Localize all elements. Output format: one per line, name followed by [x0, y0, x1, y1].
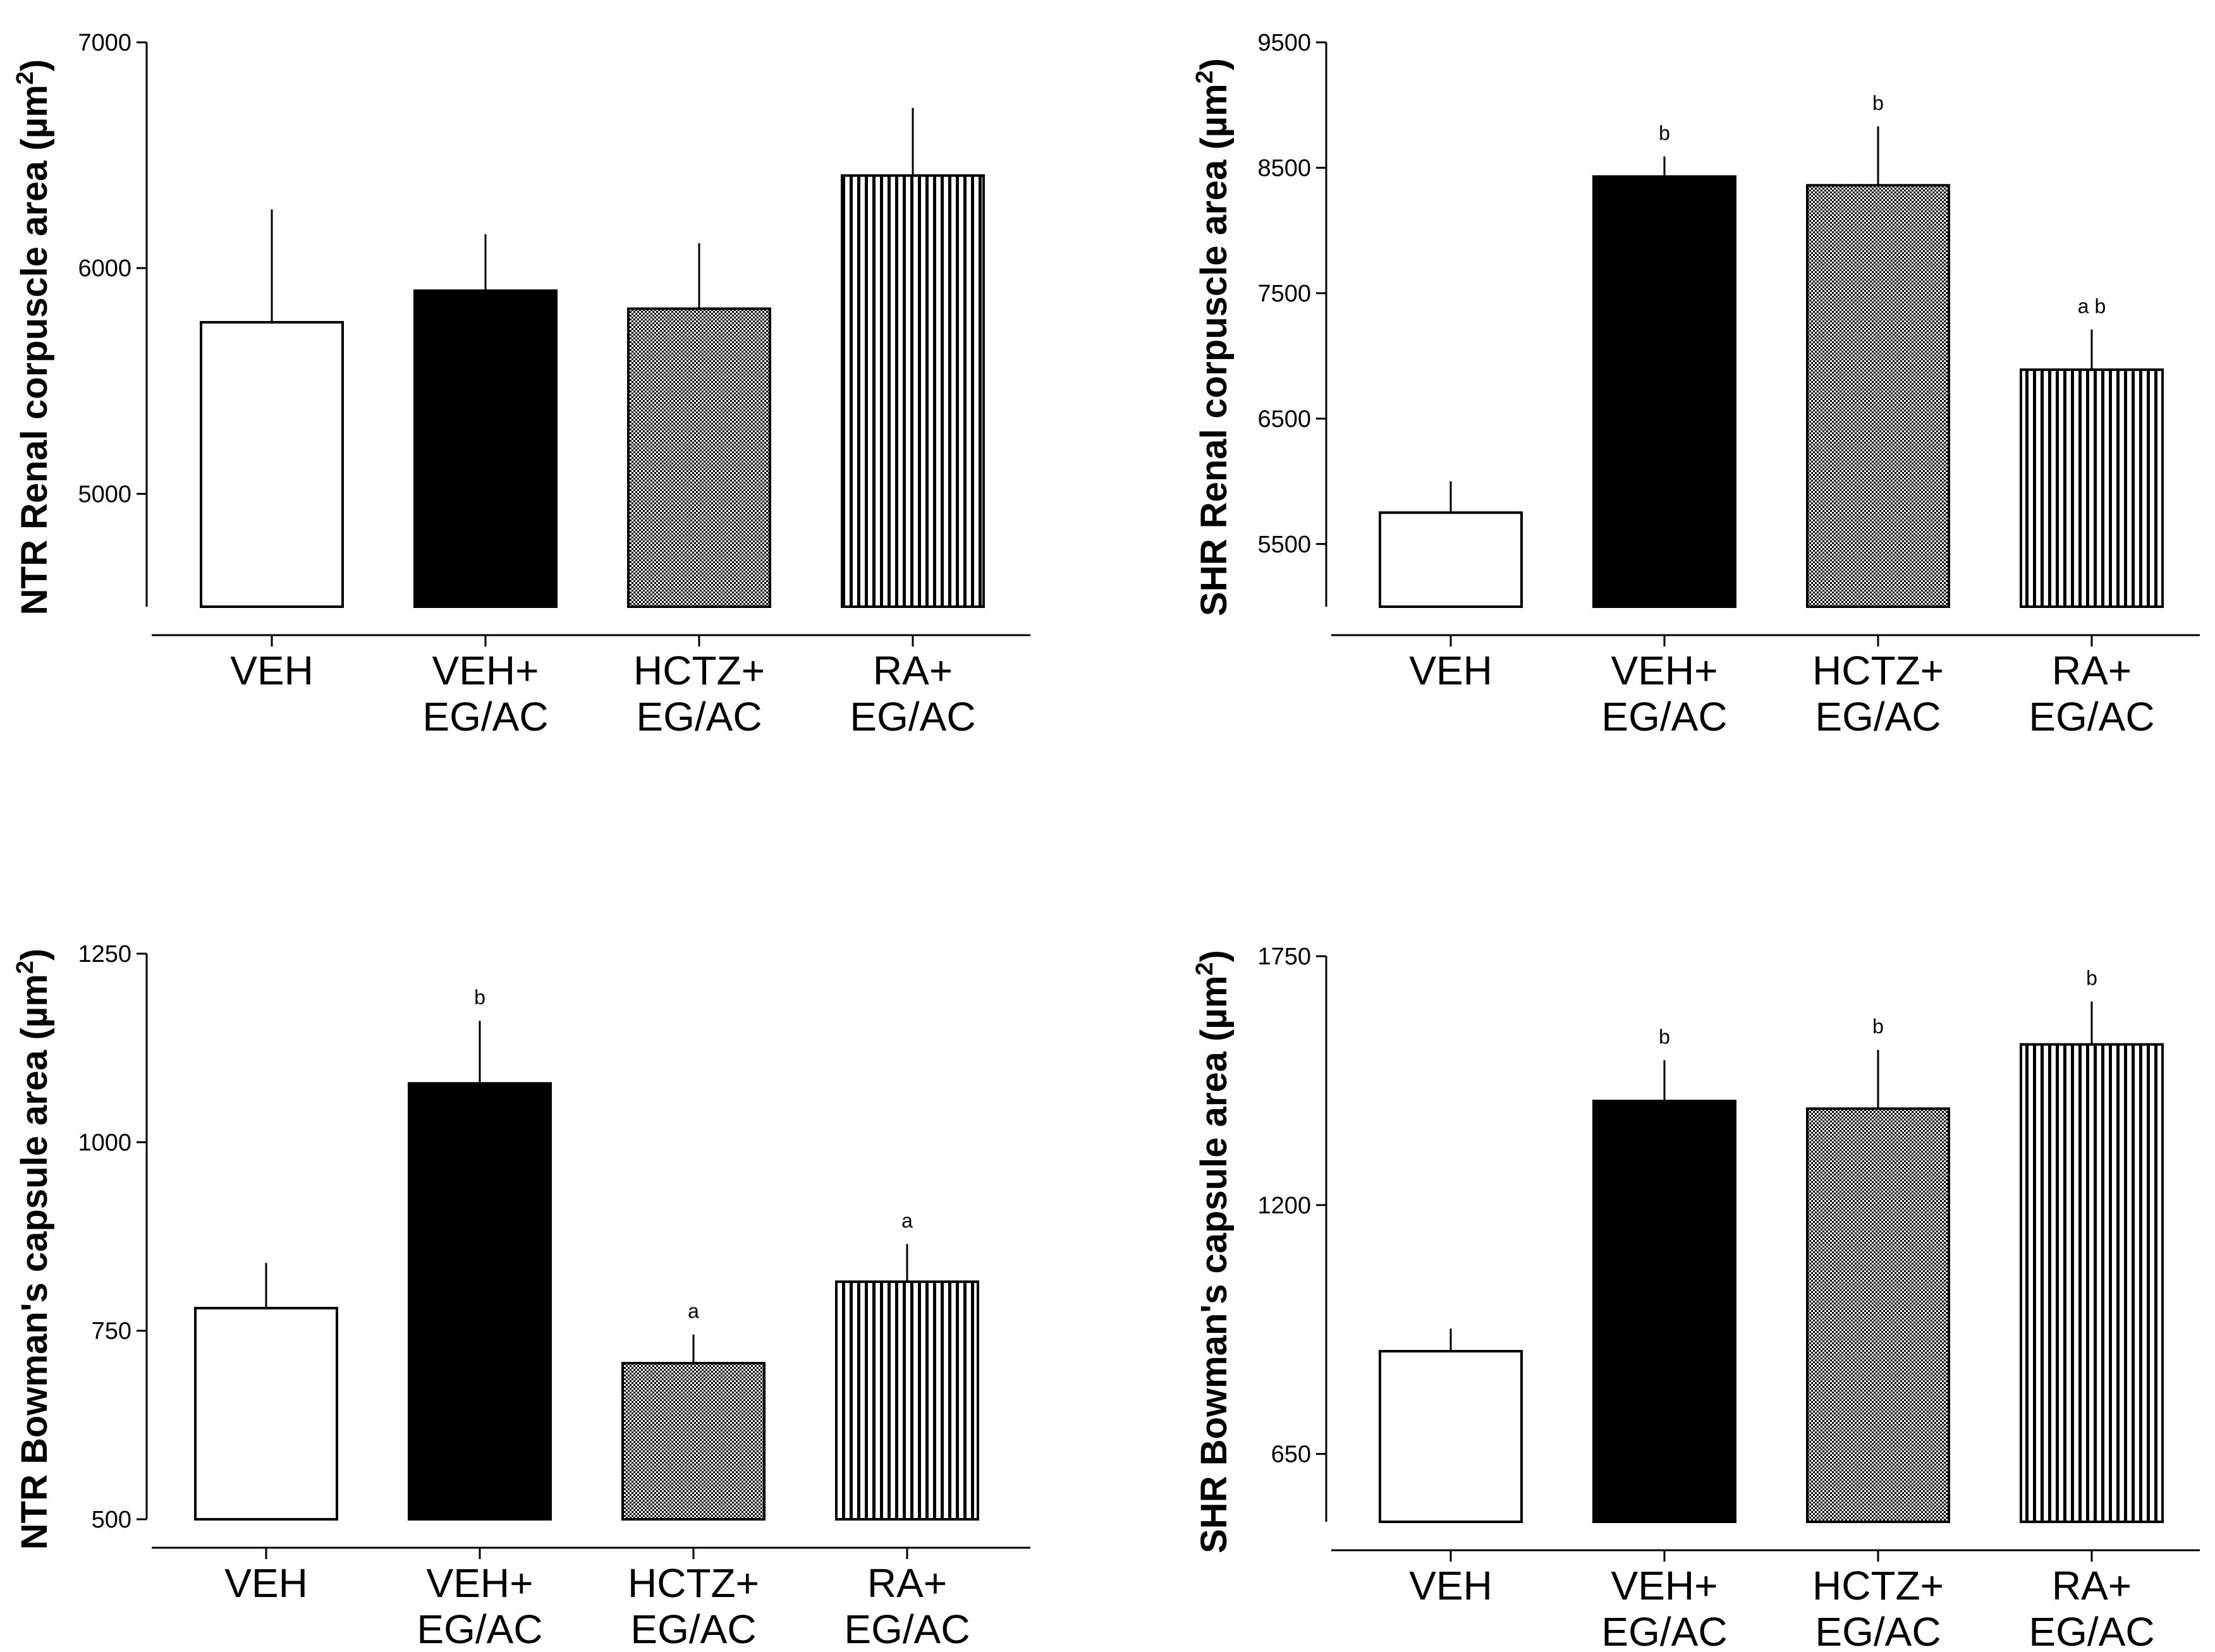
x-tick-label: EG/AC: [1815, 1609, 1941, 1652]
bar-4: [841, 174, 985, 608]
x-tick-label: RA+: [2052, 648, 2132, 693]
x-tick-label: RA+: [873, 648, 953, 693]
y-axis-label-superscript: 2: [1192, 70, 1218, 83]
bar-1: [1379, 1350, 1523, 1524]
y-tick-label: 5500: [1257, 531, 1311, 558]
x-tick-label: VEH+: [1611, 648, 1718, 693]
y-tick-label: 8500: [1257, 155, 1311, 181]
bar-2: [408, 1082, 552, 1521]
y-axis-label: NTR Renal corpuscle area (µm2): [12, 59, 55, 616]
bar-4: [2020, 368, 2164, 608]
y-tick-label: 6500: [1257, 406, 1311, 432]
significance-label: b: [1659, 122, 1670, 145]
y-axis-label-close: ): [1193, 58, 1235, 70]
chart-panel-2: 55006500750085009500VEHbVEH+EG/ACbHCTZ+E…: [1192, 30, 2200, 739]
y-axis-label-text: NTR Renal corpuscle area (µm: [14, 85, 55, 615]
significance-label: a: [688, 1300, 699, 1323]
y-axis-label-text: NTR Bowman's capsule area (µm: [14, 974, 55, 1550]
x-tick-label: EG/AC: [850, 694, 975, 739]
significance-label: b: [1659, 1026, 1670, 1048]
x-tick-label: HCTZ+: [628, 1560, 759, 1606]
y-tick-label: 1000: [78, 1129, 131, 1156]
x-tick-label: EG/AC: [636, 694, 762, 739]
y-axis-label-close: ): [14, 59, 55, 71]
y-axis-label: SHR Bowman's capsule area (µm2): [1192, 950, 1235, 1553]
bar-4: [835, 1280, 979, 1521]
y-tick-label: 5000: [78, 481, 131, 507]
x-tick-label: RA+: [867, 1560, 947, 1606]
y-axis-label-superscript: 2: [12, 71, 39, 85]
chart-panel-4: 65012001750VEHbVEH+EG/ACbHCTZ+EG/ACbRA+E…: [1192, 944, 2200, 1652]
bar-2: [1592, 1100, 1736, 1523]
y-tick-label: 6000: [78, 255, 131, 282]
y-tick-label: 9500: [1257, 30, 1311, 56]
x-tick-label: VEH: [224, 1560, 308, 1606]
y-tick-label: 1750: [1257, 944, 1311, 970]
significance-label: a b: [2078, 295, 2106, 317]
x-tick-label: VEH: [1409, 648, 1492, 693]
bar-3: [621, 1361, 766, 1521]
y-axis-label: SHR Renal corpuscle area (µm2): [1192, 58, 1235, 616]
y-tick-label: 650: [1271, 1442, 1311, 1468]
significance-label: b: [474, 986, 485, 1009]
x-tick-label: HCTZ+: [633, 648, 765, 693]
x-tick-label: EG/AC: [1601, 1609, 1727, 1652]
bar-2: [1592, 175, 1736, 608]
chart-panel-3: 50075010001250VEHbVEH+EG/ACaHCTZ+EG/ACaR…: [12, 941, 1030, 1652]
significance-label: a: [901, 1209, 913, 1232]
y-tick-label: 1200: [1257, 1193, 1311, 1219]
y-tick-label: 1250: [78, 941, 131, 968]
x-tick-label: VEH: [230, 648, 314, 693]
bar-3: [627, 307, 771, 608]
x-tick-label: EG/AC: [1601, 694, 1727, 739]
x-tick-label: EG/AC: [844, 1606, 970, 1652]
y-axis-label-text: SHR Renal corpuscle area (µm: [1193, 83, 1235, 616]
y-tick-label: 7000: [78, 30, 131, 56]
x-tick-label: EG/AC: [1815, 694, 1941, 739]
significance-label: b: [1872, 92, 1884, 114]
y-axis-label: NTR Bowman's capsule area (µm2): [12, 949, 55, 1550]
x-tick-label: EG/AC: [422, 694, 548, 739]
x-tick-label: EG/AC: [2029, 1609, 2154, 1652]
significance-label: b: [2086, 967, 2097, 990]
x-tick-label: HCTZ+: [1812, 648, 1944, 693]
x-tick-label: VEH+: [1611, 1563, 1718, 1608]
bar-4: [2020, 1043, 2164, 1523]
x-tick-label: VEH: [1409, 1563, 1492, 1608]
x-tick-label: VEH+: [432, 648, 539, 693]
x-tick-label: EG/AC: [2029, 694, 2154, 739]
bar-1: [200, 320, 344, 608]
y-axis-label-close: ): [14, 949, 55, 961]
bar-3: [1806, 1107, 1950, 1523]
y-axis-label-close: ): [1193, 950, 1235, 962]
bar-3: [1806, 184, 1950, 608]
x-tick-label: EG/AC: [630, 1606, 756, 1652]
x-tick-label: VEH+: [427, 1560, 534, 1606]
bar-1: [194, 1306, 338, 1521]
y-axis-label-superscript: 2: [12, 961, 39, 974]
y-tick-label: 500: [92, 1507, 131, 1533]
significance-label: b: [1872, 1015, 1884, 1038]
y-tick-label: 750: [92, 1318, 131, 1345]
bar-2: [413, 289, 558, 608]
y-axis-label-text: SHR Bowman's capsule area (µm: [1193, 976, 1235, 1553]
y-tick-label: 7500: [1257, 281, 1311, 307]
y-axis-label-superscript: 2: [1192, 962, 1218, 975]
bar-1: [1379, 511, 1523, 609]
x-tick-label: RA+: [2052, 1563, 2132, 1608]
x-tick-label: EG/AC: [417, 1606, 542, 1652]
x-tick-label: HCTZ+: [1812, 1563, 1944, 1608]
